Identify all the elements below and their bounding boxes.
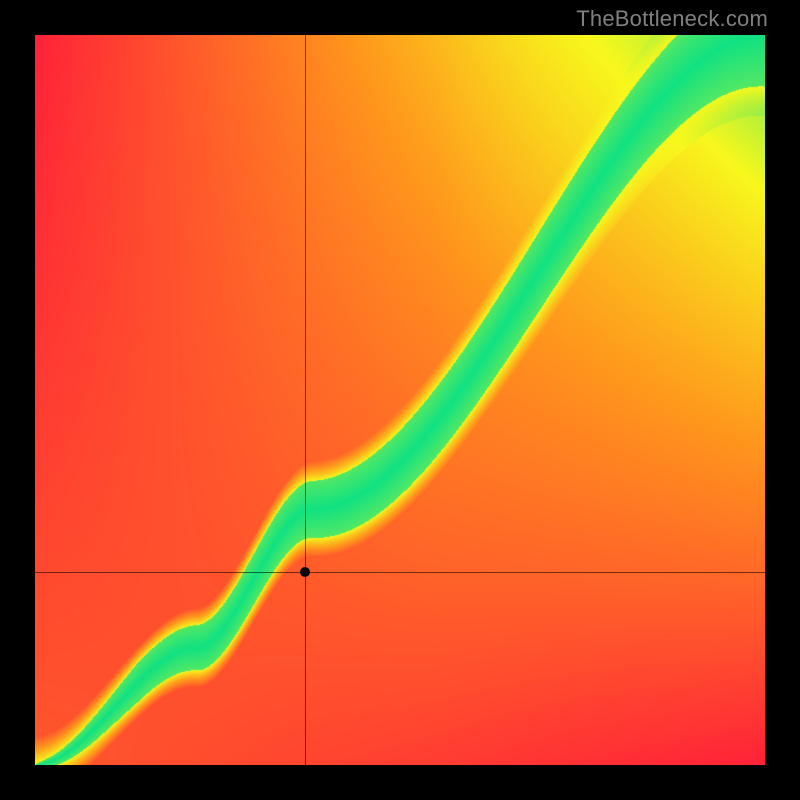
plot-area xyxy=(35,35,765,765)
data-point-marker xyxy=(300,567,310,577)
crosshair-horizontal xyxy=(35,572,765,573)
chart-container: TheBottleneck.com xyxy=(0,0,800,800)
crosshair-vertical xyxy=(305,35,306,765)
heatmap-canvas xyxy=(35,35,765,765)
watermark-text: TheBottleneck.com xyxy=(576,6,768,32)
